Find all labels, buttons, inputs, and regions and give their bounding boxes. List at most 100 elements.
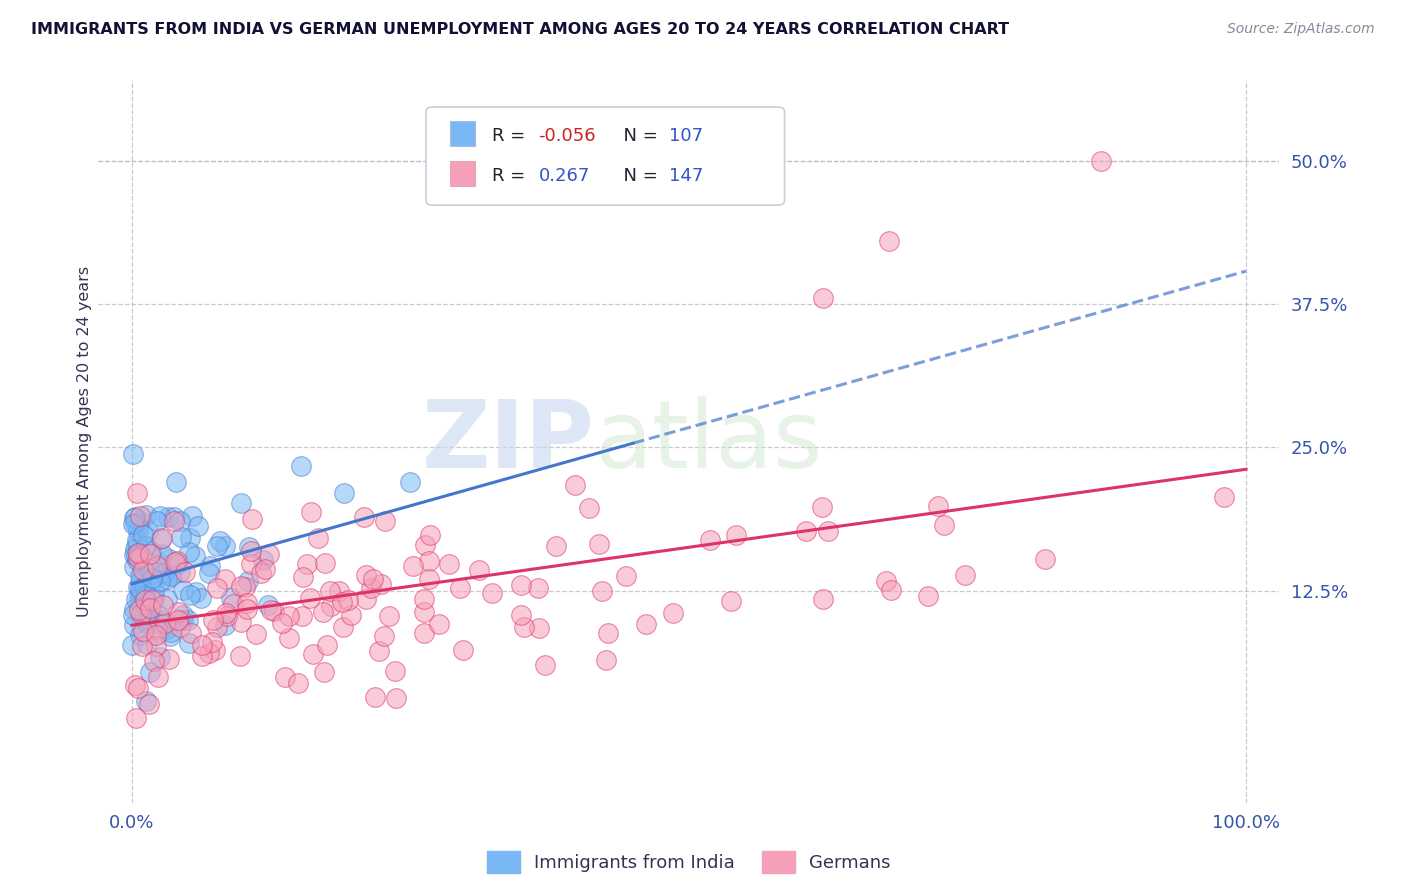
Point <box>179 531 201 545</box>
Point <box>481 585 503 599</box>
Point <box>233 580 256 594</box>
Text: atlas: atlas <box>595 395 823 488</box>
Point <box>125 548 148 562</box>
Point <box>207 620 229 634</box>
Point <box>145 628 167 642</box>
Point <box>278 608 301 623</box>
Point <box>132 624 155 638</box>
Point <box>132 563 155 577</box>
Point <box>148 574 170 589</box>
Point <box>127 681 149 695</box>
Point <box>314 556 336 570</box>
Point <box>200 559 222 574</box>
Point <box>184 549 207 564</box>
Point <box>724 528 747 542</box>
Point <box>131 639 153 653</box>
Point <box>240 557 263 571</box>
Point <box>135 694 157 708</box>
Point <box>527 581 550 595</box>
Point <box>138 613 160 627</box>
Point <box>451 643 474 657</box>
Point <box>145 615 167 630</box>
Point <box>229 579 252 593</box>
Point <box>124 542 146 557</box>
Point <box>1090 153 1112 168</box>
Point <box>152 598 174 612</box>
Point <box>134 580 156 594</box>
Point <box>413 592 436 607</box>
Point <box>307 531 329 545</box>
Point <box>257 547 280 561</box>
Point <box>198 646 221 660</box>
Text: R =: R = <box>492 167 531 185</box>
Point <box>319 584 342 599</box>
Point <box>330 595 353 609</box>
Point <box>378 609 401 624</box>
Point <box>128 509 150 524</box>
Point <box>263 604 285 618</box>
Point <box>332 620 354 634</box>
Point <box>128 603 150 617</box>
Point <box>513 619 536 633</box>
Point <box>274 670 297 684</box>
Point <box>129 607 152 621</box>
Point <box>214 618 236 632</box>
Point <box>509 577 531 591</box>
Point <box>316 639 339 653</box>
Point <box>141 593 163 607</box>
Text: 0.267: 0.267 <box>538 167 591 185</box>
Point <box>287 675 309 690</box>
Point <box>214 572 236 586</box>
Point <box>127 580 149 594</box>
Point <box>134 585 156 599</box>
Point <box>205 582 228 596</box>
Point <box>156 573 179 587</box>
Point <box>176 613 198 627</box>
Point <box>128 592 150 607</box>
Point <box>136 616 159 631</box>
Point <box>1212 490 1234 504</box>
Point <box>332 486 354 500</box>
Point <box>148 625 170 640</box>
Point <box>136 524 159 539</box>
Point <box>527 622 550 636</box>
Point <box>122 560 145 574</box>
Point <box>134 563 156 577</box>
Point <box>298 591 321 606</box>
Point <box>794 524 817 539</box>
Point <box>134 589 156 603</box>
Point <box>252 553 274 567</box>
Point <box>236 602 259 616</box>
Point <box>373 629 395 643</box>
Point <box>302 647 325 661</box>
Point <box>204 643 226 657</box>
Point <box>148 608 170 623</box>
Legend: Immigrants from India, Germans: Immigrants from India, Germans <box>488 851 890 873</box>
Text: N =: N = <box>612 167 664 185</box>
Point <box>190 591 212 606</box>
Point <box>128 569 150 583</box>
Point <box>201 613 224 627</box>
Point <box>134 593 156 607</box>
Point <box>292 569 315 583</box>
Point <box>236 574 259 589</box>
Point <box>402 559 425 574</box>
Point <box>157 552 180 566</box>
Point <box>544 540 567 554</box>
Point <box>122 617 145 632</box>
Point <box>336 592 359 607</box>
Point <box>596 625 619 640</box>
Point <box>231 615 253 630</box>
Point <box>129 549 152 564</box>
Point <box>135 508 157 522</box>
Point <box>124 602 146 616</box>
Text: ZIP: ZIP <box>422 395 595 488</box>
Point <box>290 459 312 474</box>
Text: N =: N = <box>612 128 664 145</box>
Point <box>156 622 179 636</box>
Point <box>228 649 250 664</box>
Point <box>311 606 333 620</box>
Point <box>127 546 149 560</box>
Point <box>811 500 834 514</box>
Point <box>172 582 194 597</box>
